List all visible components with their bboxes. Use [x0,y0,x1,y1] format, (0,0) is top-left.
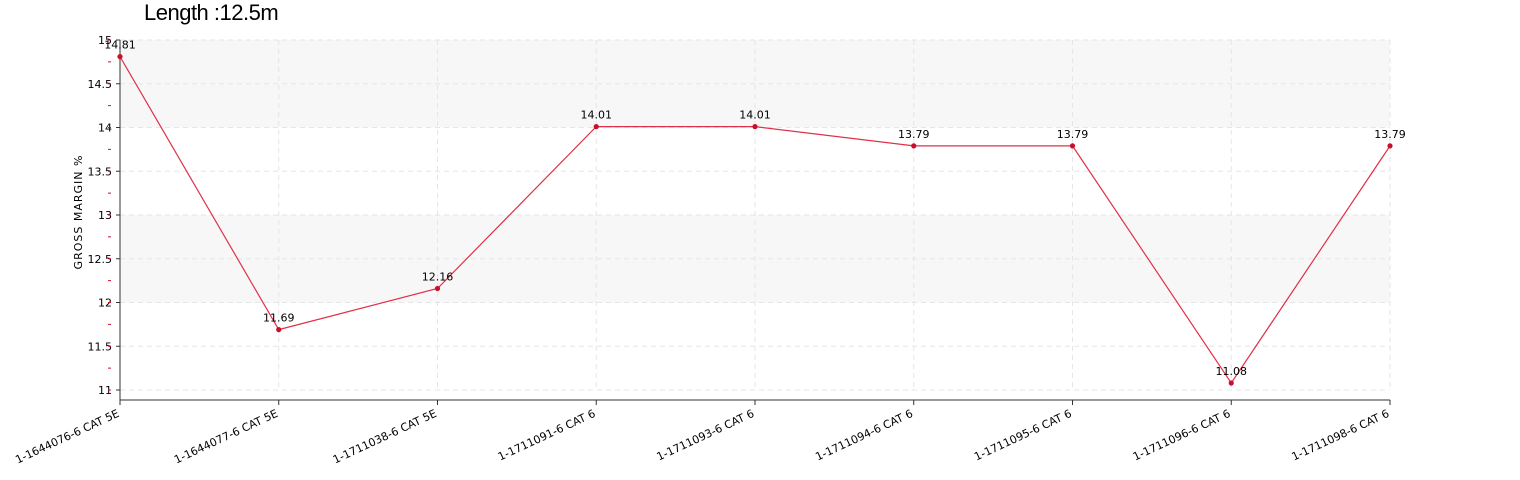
y-tick-label: 11 [98,384,112,397]
data-label: 11.69 [263,312,295,325]
y-tick-label: 12 [98,297,112,310]
data-point [117,54,123,60]
x-axis-ticks: 1-1644076-6 CAT 5E 1-1644077-6 CAT 5E 1-17… [13,400,1391,466]
data-point [752,124,758,130]
data-point [434,285,441,292]
data-point [276,327,282,333]
data-label: 14.81 [104,39,136,52]
chart-title: Length :12.5m [144,0,279,25]
y-tick-label: 12.5 [88,253,113,266]
y-tick-label: 13 [98,209,112,222]
x-tick-label: 1-1644077-6 CAT 5E [172,407,280,467]
data-label: 14.01 [581,109,613,122]
data-point [911,143,917,149]
data-label: 14.01 [739,109,771,122]
y-axis-title: GROSS MARGIN % [72,155,85,270]
x-tick-label: 1-1711098-6 CAT 6 [1290,407,1392,464]
x-tick-label: 1-1711093-6 CAT 6 [655,407,757,464]
data-labels: 14.81 11.69 12.16 14.01 14.01 13.79 13.79 11.08… [104,39,1406,378]
data-label: 11.08 [1216,365,1248,378]
data-label: 12.16 [422,271,454,284]
y-tick-label: 14 [98,122,112,135]
x-tick-label: 1-1711094-6 CAT 6 [813,407,915,464]
x-tick-label: 1-1711096-6 CAT 6 [1131,407,1233,464]
x-tick-label: 1-1711091-6 CAT 6 [496,407,598,464]
data-point [1069,143,1076,149]
x-tick-label: 1-1644076-6 CAT 5E [13,407,121,467]
data-label: 13.79 [898,128,930,141]
series-layer [117,54,1393,386]
data-point [593,124,599,130]
y-tick-label: 14.5 [88,78,113,91]
x-tick-label: 1-1711095-6 CAT 6 [972,407,1074,464]
y-tick-label: 15 [98,34,112,47]
x-tick-label: 1-1711038-6 CAT 5E [331,407,439,467]
y-tick-label: 11.5 [88,340,113,353]
data-label: 13.79 [1374,128,1406,141]
y-tick-label: 13.5 [88,165,113,178]
data-point [1387,143,1393,149]
data-point [1228,380,1234,386]
y-axis-ticks: 11 11.5 12 12.5 13 13.5 14 14.5 15 [88,34,120,397]
data-label: 13.79 [1057,128,1089,141]
